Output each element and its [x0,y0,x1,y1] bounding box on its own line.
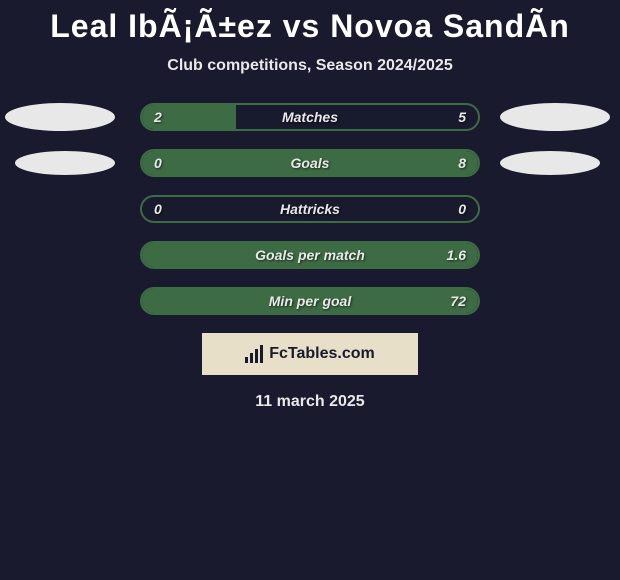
stat-row-goals-per-match: Goals per match 1.6 [0,241,620,269]
stat-value-left: 0 [154,201,162,217]
stat-bar-matches: 2 Matches 5 [140,103,480,131]
stat-bar-goals: 0 Goals 8 [140,149,480,177]
stat-row-min-per-goal: Min per goal 72 [0,287,620,315]
stat-row-goals: 0 Goals 8 [0,149,620,177]
player-right-badge [500,103,610,131]
stat-bar-goals-per-match: Goals per match 1.6 [140,241,480,269]
date-text: 11 march 2025 [0,393,620,411]
stats-area: 2 Matches 5 0 Goals 8 0 Hattricks 0 [0,103,620,315]
stat-bar-min-per-goal: Min per goal 72 [140,287,480,315]
player-left-badge [15,151,115,175]
stat-label: Min per goal [269,293,351,309]
stat-label: Goals [291,155,330,171]
stat-value-left: 2 [154,109,162,125]
badge-text: FcTables.com [269,345,375,363]
stat-value-right: 8 [458,155,466,171]
main-container: Leal IbÃ¡Ã±ez vs Novoa SandÃ­n Club comp… [0,0,620,411]
stat-row-hattricks: 0 Hattricks 0 [0,195,620,223]
stat-value-right: 1.6 [447,247,466,263]
stat-value-left: 0 [154,155,162,171]
chart-icon [245,345,263,363]
stat-row-matches: 2 Matches 5 [0,103,620,131]
stat-value-right: 5 [458,109,466,125]
stat-value-right: 72 [450,293,466,309]
fctables-badge[interactable]: FcTables.com [202,333,418,375]
subtitle: Club competitions, Season 2024/2025 [0,57,620,75]
stat-bar-hattricks: 0 Hattricks 0 [140,195,480,223]
page-title: Leal IbÃ¡Ã±ez vs Novoa SandÃ­n [0,8,620,45]
player-right-badge [500,151,600,175]
stat-value-right: 0 [458,201,466,217]
stat-label: Matches [282,109,338,125]
stat-label: Goals per match [255,247,365,263]
stat-label: Hattricks [280,201,340,217]
player-left-badge [5,103,115,131]
